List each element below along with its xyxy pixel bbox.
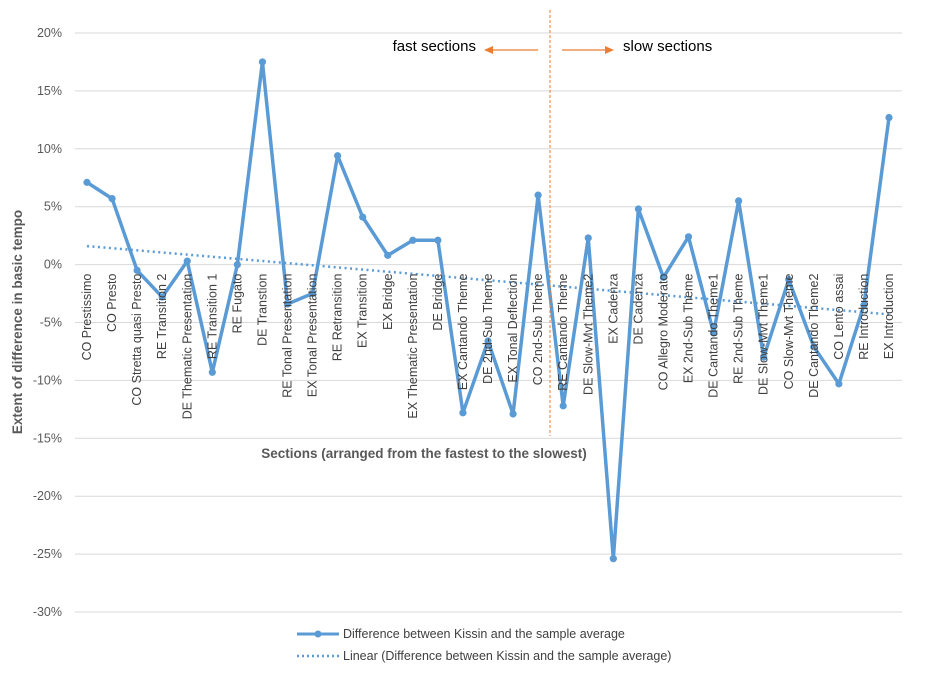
category-label: RE Fugato <box>230 274 244 334</box>
y-tick-label: -20% <box>33 489 62 503</box>
data-point <box>609 555 617 563</box>
category-label: EX Cantando Theme <box>456 274 470 391</box>
right-arrow-icon <box>562 46 614 54</box>
legend: Difference between Kissin and the sample… <box>297 627 671 663</box>
category-label: CO Stretta quasi Presto <box>130 274 144 406</box>
data-point <box>384 251 392 259</box>
data-point <box>735 197 743 205</box>
y-tick-label: -25% <box>33 547 62 561</box>
category-label: CO Lento assai <box>832 274 846 360</box>
category-label: DE 2nd-Sub Theme <box>481 274 495 384</box>
data-point <box>484 337 492 345</box>
trend-line <box>86 244 890 316</box>
data-point <box>258 58 267 66</box>
data-point <box>108 194 116 203</box>
category-label: RE Retransition <box>331 274 345 362</box>
data-point <box>434 236 442 244</box>
y-tick-label: -30% <box>33 605 62 619</box>
category-label: DE Transtion <box>255 274 269 346</box>
category-label: DE Cantando Theme2 <box>807 274 821 398</box>
data-point <box>709 329 718 337</box>
y-tick-label: -10% <box>33 373 62 387</box>
data-point <box>359 213 367 221</box>
data-point <box>409 236 417 244</box>
left-arrow-icon <box>484 46 538 54</box>
data-point <box>885 113 893 122</box>
category-label: EX Introduction <box>882 274 896 360</box>
data-series <box>83 58 893 563</box>
data-point <box>158 293 166 301</box>
data-point <box>634 205 642 213</box>
category-label: RE 2nd-Sub Theme <box>732 274 746 384</box>
data-point <box>760 353 768 361</box>
category-label: CO Prestissimo <box>80 274 94 361</box>
data-point <box>233 261 241 269</box>
legend-item-trend: Linear (Difference between Kissin and th… <box>297 649 671 663</box>
category-label: EX Thematic Presentation <box>406 274 420 419</box>
y-tick-label: 15% <box>37 84 62 98</box>
category-label: DE Slow-Mvt Theme2 <box>581 274 595 395</box>
category-label: RE Tonal Presentation <box>281 274 295 398</box>
category-label: EX Cadenza <box>606 274 620 344</box>
category-label: EX 2nd-Sub Theme <box>682 274 696 384</box>
category-label: DE Cantando Theme1 <box>707 274 721 398</box>
y-tick-label: 20% <box>37 26 62 40</box>
y-tick-label: -5% <box>40 316 62 330</box>
data-point <box>509 410 517 418</box>
category-label: RE Transition 2 <box>155 274 169 360</box>
data-point <box>860 301 868 309</box>
category-label: DE Slow-Mvt Theme1 <box>757 274 771 395</box>
data-point <box>835 380 843 388</box>
category-label: EX Tonal Deflection <box>506 274 520 383</box>
x-axis-title: Sections (arranged from the fastest to t… <box>261 446 587 461</box>
y-tick-label: 0% <box>44 258 62 272</box>
data-point <box>459 409 467 417</box>
category-label: DE Cadenza <box>631 274 645 345</box>
legend-item-series: Difference between Kissin and the sample… <box>297 627 625 641</box>
category-label: DE Thematic Presentation <box>180 274 194 420</box>
category-label: CO 2nd-Sub Theme <box>531 274 545 386</box>
category-label: CO Allegro Moderato <box>656 274 670 391</box>
y-tick-label: 10% <box>37 142 62 156</box>
category-label: EX Bridge <box>381 274 395 330</box>
category-label: RE Cantando Theme <box>556 274 570 391</box>
data-point <box>133 266 141 274</box>
gridlines <box>75 32 902 613</box>
legend-label-trend: Linear (Difference between Kissin and th… <box>343 649 671 663</box>
category-label: DE Bridge <box>431 274 445 331</box>
data-point <box>684 233 693 241</box>
data-point <box>559 402 567 410</box>
y-tick-label: 5% <box>44 200 62 214</box>
data-point <box>334 152 342 160</box>
data-point <box>308 289 317 298</box>
data-point <box>208 368 216 376</box>
category-label: EX Tonal Presentation <box>306 274 320 398</box>
trendline <box>86 244 890 316</box>
category-label: CO Presto <box>105 274 119 332</box>
category-label: EX Transition <box>356 274 370 348</box>
data-point <box>183 257 191 265</box>
y-axis-ticks: 20% 15% 10% 5% 0% -5% -10% -15% -20% -25% -30% <box>33 26 62 619</box>
y-tick-label: -15% <box>33 431 62 445</box>
slow-sections-label: slow sections <box>623 38 712 55</box>
data-point <box>659 273 668 281</box>
category-labels: CO Prestissimo CO Presto CO Stretta quasi … <box>80 274 896 420</box>
data-point <box>83 178 91 186</box>
category-label: CO Slow-Mvt Theme <box>782 274 796 390</box>
data-point <box>534 191 542 199</box>
category-label: RE Transition 1 <box>205 274 219 360</box>
data-point <box>785 276 793 284</box>
y-axis-title: Extent of difference in basic tempo <box>10 210 25 434</box>
data-point <box>810 343 818 351</box>
category-label: RE Introduction <box>857 274 871 360</box>
data-point <box>584 234 592 242</box>
legend-label-series: Difference between Kissin and the sample… <box>343 627 625 641</box>
data-point <box>283 300 292 308</box>
fast-sections-label: fast sections <box>393 38 476 55</box>
